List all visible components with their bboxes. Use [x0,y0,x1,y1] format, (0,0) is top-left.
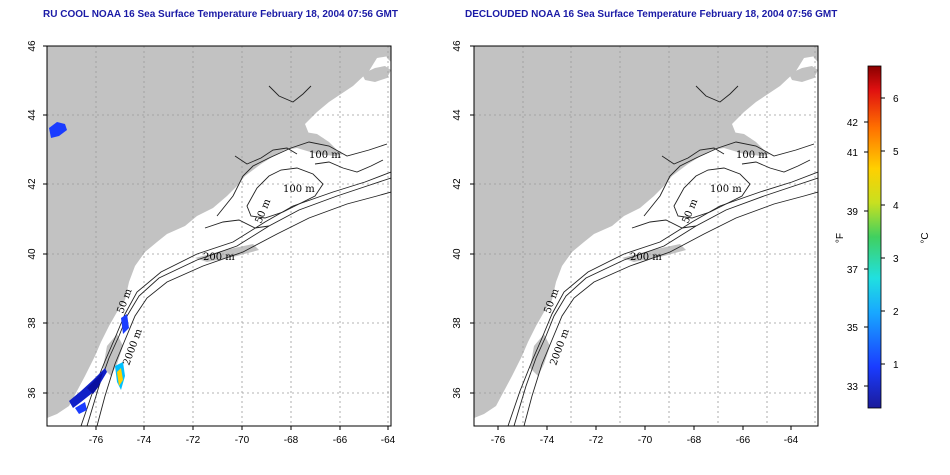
lon-tick-label: -72 [589,435,604,446]
lon-tick-label: -64 [784,435,799,446]
colorbar-fahrenheit-tick: 35 [847,323,859,334]
plot-frame [473,45,819,427]
lon-tick-label: -74 [137,435,152,446]
lat-tick-label: 40 [27,248,38,260]
lon-tick-label: -76 [491,435,506,446]
lat-tick-label: 46 [27,40,38,52]
map-panel-declouded: 100 m 100 m 50 m 200 m 50 m 2000 m -76 -… [452,40,819,446]
lat-tick-label: 40 [452,248,463,260]
map-title-raw: RU COOL NOAA 16 Sea Surface Temperature … [43,9,398,20]
contour-label-100m-gom: 100 m [283,184,315,195]
lon-tick-label: -68 [284,435,299,446]
sst-pixels [49,122,129,414]
colorbar-fahrenheit-tick: 33 [847,382,859,393]
colorbar: 33 35 37 39 41 42 1 2 3 4 5 6 °F °C [835,65,931,409]
lon-tick-label: -66 [736,435,751,446]
colorbar-fahrenheit-label: °F [835,233,846,243]
lon-tick-label: -68 [687,435,702,446]
lon-tick-label: -70 [235,435,250,446]
lat-tick-label: 38 [27,317,38,329]
map-panel-raw: 100 m 100 m 50 m 200 m 50 m 2000 m -76 -… [27,40,396,446]
colorbar-celsius-tick: 3 [893,254,899,265]
lon-tick-label: -64 [381,435,396,446]
lat-tick-label: 42 [27,178,38,190]
lat-tick-label: 36 [452,387,463,399]
lon-tick-label: -74 [540,435,555,446]
colorbar-fahrenheit-tick: 39 [847,207,859,218]
plot-frame [46,45,392,427]
lat-tick-label: 42 [452,178,463,190]
lon-tick-label: -72 [186,435,201,446]
colorbar-celsius-tick: 1 [893,360,899,371]
colorbar-celsius-label: °C [920,232,931,243]
contour-label-200m: 200 m [203,252,235,263]
contour-label-200m: 200 m [630,252,662,263]
lat-tick-label: 36 [27,387,38,399]
colorbar-celsius-tick: 2 [893,307,899,318]
lat-tick-label: 44 [452,109,463,121]
lon-tick-label: -66 [333,435,348,446]
colorbar-celsius-tick: 6 [893,94,899,105]
contour-label-100m-north: 100 m [736,150,768,161]
colorbar-fahrenheit-tick: 42 [847,118,859,129]
lon-tick-label: -70 [638,435,653,446]
lon-tick-label: -76 [89,435,104,446]
lat-tick-label: 38 [452,317,463,329]
colorbar-celsius-tick: 5 [893,147,899,158]
lat-tick-label: 46 [452,40,463,52]
colorbar-fahrenheit-tick: 41 [847,148,859,159]
contour-label-100m-gom: 100 m [710,184,742,195]
colorbar-celsius-tick: 4 [893,201,899,212]
lat-tick-label: 44 [27,109,38,121]
contour-label-100m-north: 100 m [309,150,341,161]
map-title-declouded: DECLOUDED NOAA 16 Sea Surface Temperatur… [465,9,838,20]
colorbar-fahrenheit-tick: 37 [847,265,859,276]
colorbar-scale [867,65,882,409]
